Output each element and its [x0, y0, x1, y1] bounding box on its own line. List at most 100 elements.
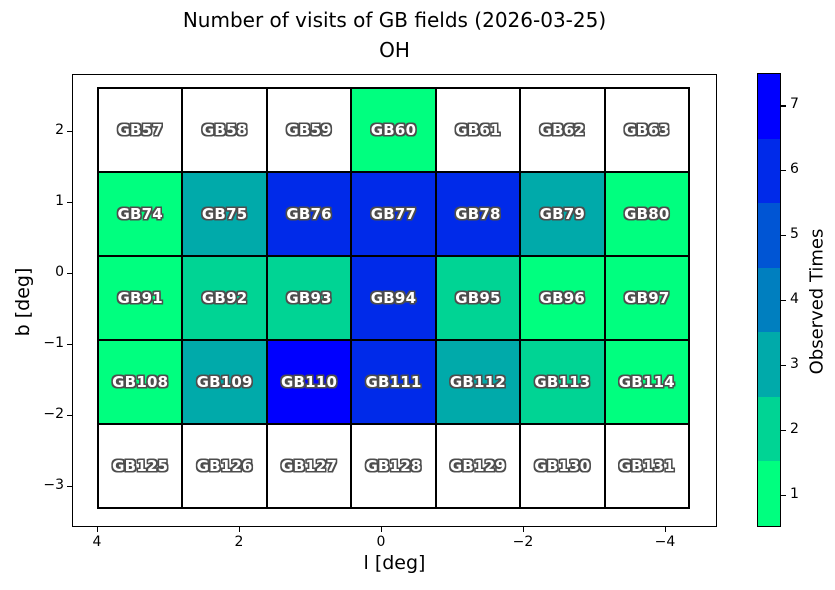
- colorbar-tick-label: 3: [790, 355, 799, 372]
- x-axis-tick-label: 0: [376, 534, 386, 550]
- cell-label: GB75: [201, 205, 248, 223]
- y-axis-tick-label: −1: [43, 335, 64, 351]
- cell-label: GB80: [624, 205, 670, 223]
- colorbar-segment: [758, 74, 780, 139]
- grid-cell: GB94: [351, 256, 436, 340]
- y-axis-tick: [67, 273, 72, 275]
- grid-cell: GB79: [520, 172, 605, 256]
- colorbar-tick: [781, 170, 786, 172]
- grid-cell: GB111: [351, 340, 436, 424]
- colorbar-tick: [781, 494, 786, 496]
- cell-label: GB59: [286, 121, 332, 139]
- y-axis-tick: [67, 344, 72, 346]
- cell-label: GB108: [112, 373, 169, 391]
- cell-label: GB77: [370, 205, 417, 223]
- grid-cell: GB74: [98, 172, 183, 256]
- cell-label: GB112: [449, 373, 506, 391]
- colorbar-tick-label: 2: [790, 420, 799, 437]
- colorbar-label: Observed Times: [806, 228, 828, 375]
- cell-label: GB127: [281, 457, 338, 475]
- colorbar-segment: [758, 138, 780, 204]
- cell-label: GB109: [196, 373, 253, 391]
- cell-label: GB94: [370, 289, 417, 307]
- x-axis-tick-label: 2: [234, 534, 244, 550]
- cell-label: GB114: [618, 373, 675, 391]
- colorbar-tick-label: 4: [790, 291, 799, 307]
- cell-label: GB111: [365, 373, 422, 391]
- grid-cell: GB128: [351, 424, 436, 508]
- grid-cell: GB112: [435, 340, 521, 424]
- cell-label: GB95: [455, 289, 501, 307]
- colorbar-tick-label: 5: [790, 226, 799, 243]
- cell-label: GB60: [370, 121, 417, 139]
- y-axis-tick-label: −3: [43, 477, 64, 493]
- grid-cell: GB114: [604, 340, 689, 424]
- grid-cell: GB113: [520, 340, 605, 424]
- y-axis-tick: [67, 415, 72, 417]
- cell-label: GB78: [455, 205, 501, 223]
- cell-label: GB93: [286, 289, 332, 307]
- grid-cell: GB96: [520, 256, 605, 340]
- cell-label: GB76: [286, 205, 332, 223]
- colorbar-tick: [781, 235, 786, 237]
- grid-cell: GB97: [604, 256, 689, 340]
- y-axis-tick-label: 0: [55, 264, 64, 280]
- x-axis-tick-label: 4: [92, 534, 102, 550]
- grid-cell: GB80: [604, 172, 689, 256]
- x-axis-tick: [523, 527, 525, 532]
- colorbar-tick: [781, 300, 786, 302]
- x-axis-tick-label: −4: [654, 534, 676, 550]
- x-axis-tick: [239, 527, 241, 532]
- colorbar-segment: [758, 203, 780, 268]
- grid-cell: GB77: [351, 172, 436, 256]
- grid-cell: GB78: [435, 172, 521, 256]
- cell-label: GB130: [534, 457, 591, 475]
- cell-label: GB96: [539, 289, 586, 307]
- grid-cell: GB93: [266, 256, 352, 340]
- cell-label: GB128: [365, 457, 422, 475]
- grid-cell: GB91: [98, 256, 183, 340]
- y-axis-tick-label: 2: [55, 122, 64, 138]
- grid-cell: GB125: [98, 424, 183, 508]
- colorbar-tick: [781, 429, 786, 431]
- grid-cell: GB57: [98, 88, 183, 172]
- cell-label: GB61: [455, 121, 501, 139]
- cell-label: GB129: [449, 457, 506, 475]
- cell-label: GB126: [196, 457, 253, 475]
- cell-label: GB97: [624, 289, 670, 307]
- colorbar-tick: [781, 364, 786, 367]
- grid-cell: GB59: [266, 88, 352, 172]
- grid-cell: GB58: [182, 88, 267, 172]
- cell-label: GB125: [112, 457, 169, 475]
- colorbar-segment: [758, 461, 780, 527]
- cell-label: GB57: [117, 121, 163, 139]
- x-axis-tick: [97, 527, 99, 532]
- y-axis-label: b [deg]: [12, 267, 34, 337]
- cell-label: GB62: [539, 121, 586, 139]
- cell-label: GB113: [534, 373, 591, 391]
- grid-cell: GB62: [520, 88, 605, 172]
- y-axis-tick-label: 1: [55, 193, 64, 209]
- page-title: Number of visits of GB fields (2026-03-2…: [182, 8, 607, 32]
- y-axis-tick-label: −2: [43, 406, 64, 422]
- grid-cell: GB95: [435, 256, 521, 340]
- x-axis-tick: [381, 527, 383, 532]
- y-axis-tick: [67, 202, 72, 204]
- grid-cell: GB126: [182, 424, 267, 508]
- cell-label: GB79: [539, 205, 586, 223]
- chart-title-block: Number of visits of GB fields (2026-03-2…: [72, 5, 717, 65]
- grid-cell: GB131: [604, 424, 689, 508]
- grid-cell: GB75: [182, 172, 267, 256]
- cell-label: GB92: [201, 289, 248, 307]
- y-axis-tick: [67, 486, 72, 488]
- cell-label: GB74: [117, 205, 163, 223]
- grid-cell: GB127: [266, 424, 352, 508]
- cell-label: GB63: [624, 121, 670, 139]
- cell-label: GB58: [201, 121, 248, 139]
- grid-cell: GB130: [520, 424, 605, 508]
- heatmap-grid: GB57 GB58 GB59 GB60 GB61 GB62 GB63 GB74 GB75 GB76…: [97, 87, 690, 509]
- cell-label: GB110: [281, 373, 338, 391]
- grid-cell: GB76: [266, 172, 352, 256]
- x-axis-tick-label: −2: [512, 534, 534, 550]
